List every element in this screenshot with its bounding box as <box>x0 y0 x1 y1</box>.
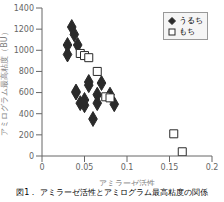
svg-text:400: 400 <box>19 110 34 119</box>
svg-text:アミラーゼ活性: アミラーゼ活性 <box>99 179 155 186</box>
html-text:もち: もち <box>179 27 195 36</box>
svg-text:0.1: 0.1 <box>121 163 134 172</box>
svg-text:0: 0 <box>39 163 44 172</box>
svg-text:1200: 1200 <box>14 25 34 34</box>
html-text:図1． アミラーゼ活性とアミログラム最高粘度の関係: 図1． アミラーゼ活性とアミログラム最高粘度の関係 <box>16 188 208 197</box>
html-text:うるち: うるち <box>179 16 203 25</box>
svg-text:0: 0 <box>29 152 34 161</box>
svg-text:0.15: 0.15 <box>161 163 179 172</box>
svg-text:0.2: 0.2 <box>206 163 216 172</box>
svg-text:600: 600 <box>19 88 34 97</box>
svg-text:200: 200 <box>19 131 34 140</box>
svg-text:0.05: 0.05 <box>76 163 94 172</box>
svg-text:1400: 1400 <box>14 4 34 13</box>
svg-text:1000: 1000 <box>14 46 34 55</box>
svg-text:アミログラム最高粘度（BU）: アミログラム最高粘度（BU） <box>8 28 9 135</box>
svg-text:800: 800 <box>19 67 34 76</box>
